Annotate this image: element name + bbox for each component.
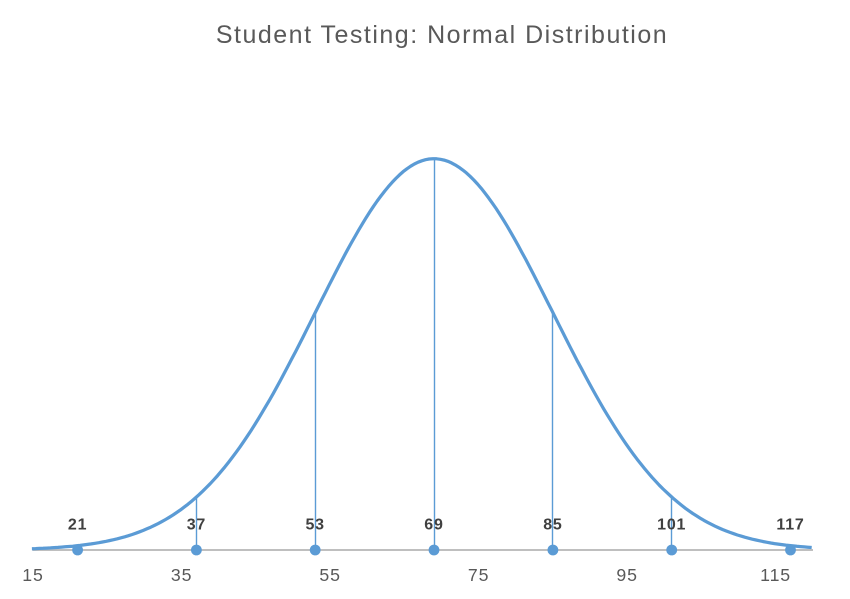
svg-text:15: 15 (22, 565, 43, 585)
svg-text:101: 101 (657, 517, 686, 534)
svg-text:55: 55 (319, 565, 340, 585)
svg-text:Student Testing: Normal Distri: Student Testing: Normal Distribution (216, 21, 668, 49)
svg-text:85: 85 (543, 517, 562, 534)
svg-text:115: 115 (760, 565, 791, 585)
svg-text:35: 35 (171, 565, 192, 585)
svg-text:21: 21 (68, 517, 87, 534)
svg-text:69: 69 (424, 517, 443, 534)
svg-text:75: 75 (468, 565, 489, 585)
svg-text:53: 53 (305, 517, 324, 534)
svg-text:95: 95 (616, 565, 637, 585)
svg-text:117: 117 (776, 517, 804, 534)
svg-text:37: 37 (187, 517, 206, 534)
